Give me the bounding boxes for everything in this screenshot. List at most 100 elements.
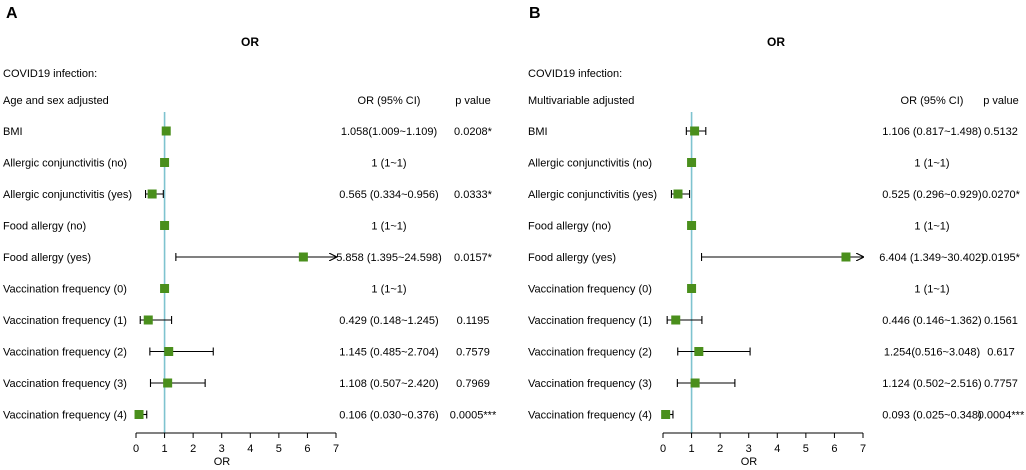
or-ci-text: 0.093 (0.025~0.348) (882, 410, 981, 422)
section-label: COVID19 infection: (528, 68, 622, 80)
x-axis-label: OR (741, 456, 758, 468)
x-tick-label: 5 (803, 443, 809, 455)
row-label: Vaccination frequency (1) (528, 315, 652, 327)
or-point-marker (147, 189, 157, 199)
or-ci-text: 1 (1~1) (914, 158, 949, 170)
x-tick-label: 4 (774, 443, 780, 455)
forest-row: Allergic conjunctivitis (yes) 0.525 (0.29… (528, 189, 1021, 201)
x-tick-label: 3 (746, 443, 752, 455)
row-label: Food allergy (no) (528, 221, 611, 233)
row-label: Allergic conjunctivitis (no) (528, 158, 652, 170)
forest-row: Vaccination frequency (2) 1.254(0.516~3.0… (528, 347, 1015, 359)
or-ci-text: 1.124 (0.502~2.516) (882, 378, 981, 390)
row-label: Vaccination frequency (3) (528, 378, 652, 390)
p-column-header: p value (983, 95, 1018, 107)
or-point-marker (661, 410, 671, 419)
forest-row: BMI 1.058(1.009~1.109) 0.0208* (3, 126, 493, 138)
chart-title: OR (767, 35, 785, 49)
x-tick-label: 6 (304, 443, 310, 455)
or-ci-text: 6.404 (1.349~30.402) (879, 252, 985, 264)
x-tick-label: 2 (190, 443, 196, 455)
p-value-text: 0.0195* (982, 252, 1021, 264)
panel-label: B (529, 5, 541, 22)
x-tick-label: 5 (276, 443, 282, 455)
or-ci-text: 1 (1~1) (371, 221, 406, 233)
x-tick-label: 2 (717, 443, 723, 455)
p-value-text: 0.7579 (456, 347, 490, 359)
adjust-label: Multivariable adjusted (528, 95, 634, 107)
forest-row: Vaccination frequency (1) 0.446 (0.146~1.… (528, 315, 1018, 327)
row-label: Vaccination frequency (4) (3, 410, 127, 422)
row-label: Vaccination frequency (3) (3, 378, 127, 390)
forest-row: BMI 1.106 (0.817~1.498) 0.5132 (528, 126, 1018, 138)
or-point-marker (690, 126, 700, 136)
row-label: Vaccination frequency (2) (528, 347, 652, 359)
forest-plot-a: A OR COVID19 infection: Age and sex adjuste… (3, 5, 497, 468)
or-point-marker (298, 252, 308, 262)
row-label: Vaccination frequency (1) (3, 315, 127, 327)
p-value-text: 0.617 (987, 347, 1015, 359)
row-label: Vaccination frequency (0) (3, 284, 127, 296)
row-label: Food allergy (no) (3, 221, 86, 233)
or-ci-text: 1.254(0.516~3.048) (884, 347, 980, 359)
forest-row: Vaccination frequency (0) 1 (1~1) (3, 284, 407, 296)
or-point-marker (673, 189, 683, 199)
or-point-marker (671, 315, 681, 325)
or-ci-text: 1.108 (0.507~2.420) (339, 378, 438, 390)
or-column-header: OR (95% CI) (901, 95, 964, 107)
or-point-marker (143, 315, 153, 325)
forest-row: Vaccination frequency (4) 0.106 (0.030~0.… (3, 410, 497, 422)
row-label: Allergic conjunctivitis (yes) (3, 189, 132, 201)
or-column-header: OR (95% CI) (358, 95, 421, 107)
p-value-text: 0.7757 (984, 378, 1018, 390)
p-value-text: 0.0270* (982, 189, 1021, 201)
p-value-text: 0.0004*** (978, 410, 1025, 422)
x-tick-label: 1 (162, 443, 168, 455)
or-ci-text: 1 (1~1) (914, 284, 949, 296)
or-ci-text: 1 (1~1) (371, 284, 406, 296)
panel-label: A (6, 5, 18, 22)
or-ci-text: 1.145 (0.485~2.704) (339, 347, 438, 359)
x-tick-label: 6 (831, 443, 837, 455)
x-tick-label: 7 (333, 443, 339, 455)
or-ci-text: 0.525 (0.296~0.929) (882, 189, 981, 201)
or-point-marker (160, 158, 170, 167)
or-ci-text: 5.858 (1.395~24.598) (336, 252, 442, 264)
x-axis-label: OR (214, 456, 231, 468)
x-tick-label: 7 (860, 443, 866, 455)
forest-row: Vaccination frequency (1) 0.429 (0.148~1.… (3, 315, 489, 327)
or-point-marker (160, 284, 170, 293)
forest-row: Vaccination frequency (4) 0.093 (0.025~0.… (528, 410, 1025, 422)
or-ci-text: 1 (1~1) (914, 221, 949, 233)
forest-panel-a: A OR COVID19 infection: Age and sex adjuste… (3, 5, 497, 468)
x-tick-label: 0 (133, 443, 139, 455)
row-label: BMI (528, 126, 548, 138)
chart-title: OR (241, 35, 259, 49)
forest-row: Vaccination frequency (2) 1.145 (0.485~2.… (3, 347, 490, 359)
or-point-marker (160, 221, 170, 230)
forest-plot-b: B OR COVID19 infection: Multivariable adjus… (528, 5, 1025, 468)
forest-row: Food allergy (yes) 5.858 (1.395~24.598) 0.… (3, 252, 493, 264)
or-ci-text: 1.106 (0.817~1.498) (882, 126, 981, 138)
or-ci-text: 0.429 (0.148~1.245) (339, 315, 438, 327)
row-label: Vaccination frequency (2) (3, 347, 127, 359)
or-point-marker (690, 378, 700, 388)
forest-row: Vaccination frequency (3) 1.108 (0.507~2.… (3, 378, 490, 390)
p-value-text: 0.7969 (456, 378, 490, 390)
forest-row: Allergic conjunctivitis (no) 1 (1~1) (3, 158, 407, 170)
row-label: Vaccination frequency (0) (528, 284, 652, 296)
row-label: Food allergy (yes) (3, 252, 91, 264)
x-tick-label: 3 (219, 443, 225, 455)
or-point-marker (687, 284, 697, 293)
forest-row: Vaccination frequency (0) 1 (1~1) (528, 284, 950, 296)
row-label: Allergic conjunctivitis (yes) (528, 189, 657, 201)
x-tick-label: 0 (660, 443, 666, 455)
or-point-marker (164, 347, 174, 356)
or-ci-text: 1.058(1.009~1.109) (341, 126, 437, 138)
p-value-text: 0.1561 (984, 315, 1018, 327)
or-ci-text: 0.446 (0.146~1.362) (882, 315, 981, 327)
row-label: Allergic conjunctivitis (no) (3, 158, 127, 170)
p-value-text: 0.0208* (454, 126, 493, 138)
p-value-text: 0.5132 (984, 126, 1018, 138)
adjust-label: Age and sex adjusted (3, 95, 109, 107)
